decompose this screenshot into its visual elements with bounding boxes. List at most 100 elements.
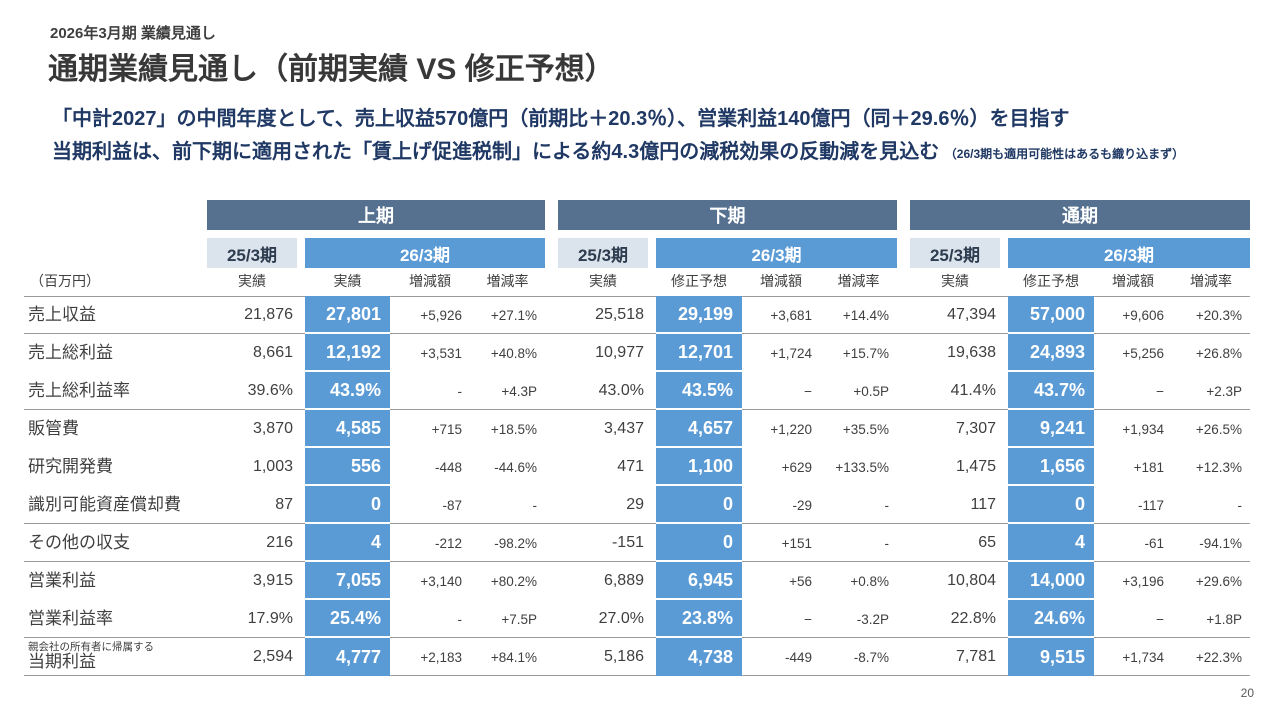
table-top-border [24,296,1250,297]
cell-h1-prev: 3,915 [252,572,293,589]
cell-fy-forecast: 0 [1008,486,1094,524]
cell-fy-rate: +20.3% [1195,307,1242,323]
subhead-h1-diff: 増減額 [409,273,451,289]
cell-fy-diff: +181 [1133,459,1164,475]
cell-h2-diff: -449 [784,649,812,665]
cell-h2-forecast: 23.8% [656,600,742,638]
cell-h2-rate: +14.4% [842,307,889,323]
cell-h1-forecast: 4,585 [305,410,390,448]
unit-label: （百万円） [30,273,100,289]
cell-h2-diff: − [804,611,812,627]
subhead-h2-rate: 増減率 [837,273,880,289]
cell-h1-rate: +18.5% [490,421,537,437]
cell-h2-forecast: 4,738 [656,638,742,676]
row-divider [24,523,1250,524]
cell-h2-diff: +1,724 [770,345,812,361]
summary-block: 「中計2027」の中間年度として、売上収益570億円（前期比＋20.3％）、営業… [52,103,1184,171]
cell-fy-forecast: 9,241 [1008,410,1094,448]
row-label: 営業利益率 [24,600,207,638]
cell-fy-forecast: 14,000 [1008,562,1094,600]
row-sublabel: 親会社の所有者に帰属する [28,640,154,653]
cell-h1-forecast: 556 [305,448,390,486]
cell-fy-rate: +26.8% [1195,345,1242,361]
row-label: 営業利益 [24,562,207,600]
cell-h2-forecast: 4,657 [656,410,742,448]
cell-h2-forecast: 43.5% [656,372,742,410]
cell-h2-prev: 29 [626,496,644,513]
cell-h2-diff: +56 [789,573,812,589]
sub-header-row: （百万円） 実績 実績 増減額 増減率 実績 修正予想 増減額 増減率 実績 修… [24,268,1250,296]
cell-h2-prev: 43.0% [598,382,644,399]
cell-fy-prev: 1,475 [955,458,996,475]
row-label-text: 売上収益 [28,304,96,324]
cell-h2-forecast: 0 [656,524,742,562]
cell-h1-prev: 1,003 [252,458,293,475]
cell-fy-rate: +22.3% [1195,649,1242,665]
cell-fy-rate: +29.6% [1195,573,1242,589]
table-row: 売上総利益 8,661 12,192 +3,531 +40.8% 10,977 … [24,334,1250,372]
cell-fy-rate: +12.3% [1195,459,1242,475]
cell-h2-prev: -151 [611,534,644,551]
group-header-row: 上期 下期 通期 [24,200,1250,230]
cell-fy-prev: 117 [970,496,996,513]
cell-h2-prev: 10,977 [595,344,644,361]
cell-h1-diff: +3,531 [420,345,462,361]
subhead-h1-cur: 実績 [333,273,362,289]
row-label-text: 営業利益 [28,570,96,590]
cell-h1-prev: 21,876 [244,306,293,323]
spacer [24,230,1250,238]
cell-h1-prev: 2,594 [252,648,293,665]
row-label-text: その他の収支 [28,532,130,552]
cell-h1-diff: +5,926 [420,307,462,323]
cell-fy-prev: 19,638 [947,344,996,361]
cell-h2-prev: 27.0% [598,610,644,627]
cell-h2-rate: - [884,497,890,513]
cell-h1-diff: - [457,611,463,627]
cell-h1-diff: -212 [434,535,462,551]
cell-h1-forecast: 25.4% [305,600,390,638]
cell-h1-rate: +80.2% [490,573,537,589]
cell-fy-forecast: 1,656 [1008,448,1094,486]
cell-h2-forecast: 29,199 [656,296,742,334]
row-label-text: 売上総利益 [28,342,113,362]
cell-h1-rate: +40.8% [490,345,537,361]
period-prev-h2: 25/3期 [558,238,648,268]
row-label: 研究開発費 [24,448,207,486]
cell-h2-rate: +133.5% [835,459,889,475]
row-divider [24,675,1250,676]
cell-h2-rate: +15.7% [842,345,889,361]
subhead-h2-cur: 修正予想 [671,273,727,289]
cell-fy-rate: - [1237,497,1243,513]
cell-fy-diff: -61 [1144,535,1164,551]
table-row: 営業利益率 17.9% 25.4% - +7.5P 27.0% 23.8% − … [24,600,1250,638]
cell-fy-diff: +1,734 [1122,649,1164,665]
cell-fy-rate: +1.8P [1206,611,1242,627]
cell-h1-forecast: 0 [305,486,390,524]
summary-note: （26/3期も適用可能性はあるも織り込まず） [944,147,1185,161]
row-label-text: 営業利益率 [28,608,113,628]
cell-h2-rate: +0.5P [853,383,889,399]
cell-h2-prev: 6,889 [603,572,644,589]
row-divider [24,409,1250,410]
cell-fy-diff: +5,256 [1122,345,1164,361]
summary-line-2: 当期利益は、前下期に適用された「賃上げ促進税制」による約4.3億円の減税効果の反… [52,141,1185,163]
cell-h1-prev: 87 [275,496,293,513]
cell-h1-rate: -98.2% [494,535,537,551]
row-label-text: 当期利益 [28,652,96,672]
subhead-fy-diff: 増減額 [1112,273,1154,289]
period-cur-h1: 26/3期 [305,238,545,268]
cell-h2-prev: 25,518 [595,306,644,323]
page-number: 20 [1240,686,1254,700]
group-header-full-year: 通期 [910,200,1250,230]
table-body: 売上収益 21,876 27,801 +5,926 +27.1% 25,518 … [24,296,1250,676]
row-label: 売上総利益率 [24,372,207,410]
cell-fy-diff: +3,196 [1122,573,1164,589]
cell-h2-forecast: 12,701 [656,334,742,372]
cell-fy-forecast: 4 [1008,524,1094,562]
cell-h1-forecast: 27,801 [305,296,390,334]
table-row: 営業利益 3,915 7,055 +3,140 +80.2% 6,889 6,9… [24,562,1250,600]
cell-h2-diff: +1,220 [770,421,812,437]
cell-h1-prev: 8,661 [252,344,293,361]
row-label-text: 識別可能資産償却費 [28,494,181,514]
row-label: 親会社の所有者に帰属する 当期利益 [24,638,207,676]
